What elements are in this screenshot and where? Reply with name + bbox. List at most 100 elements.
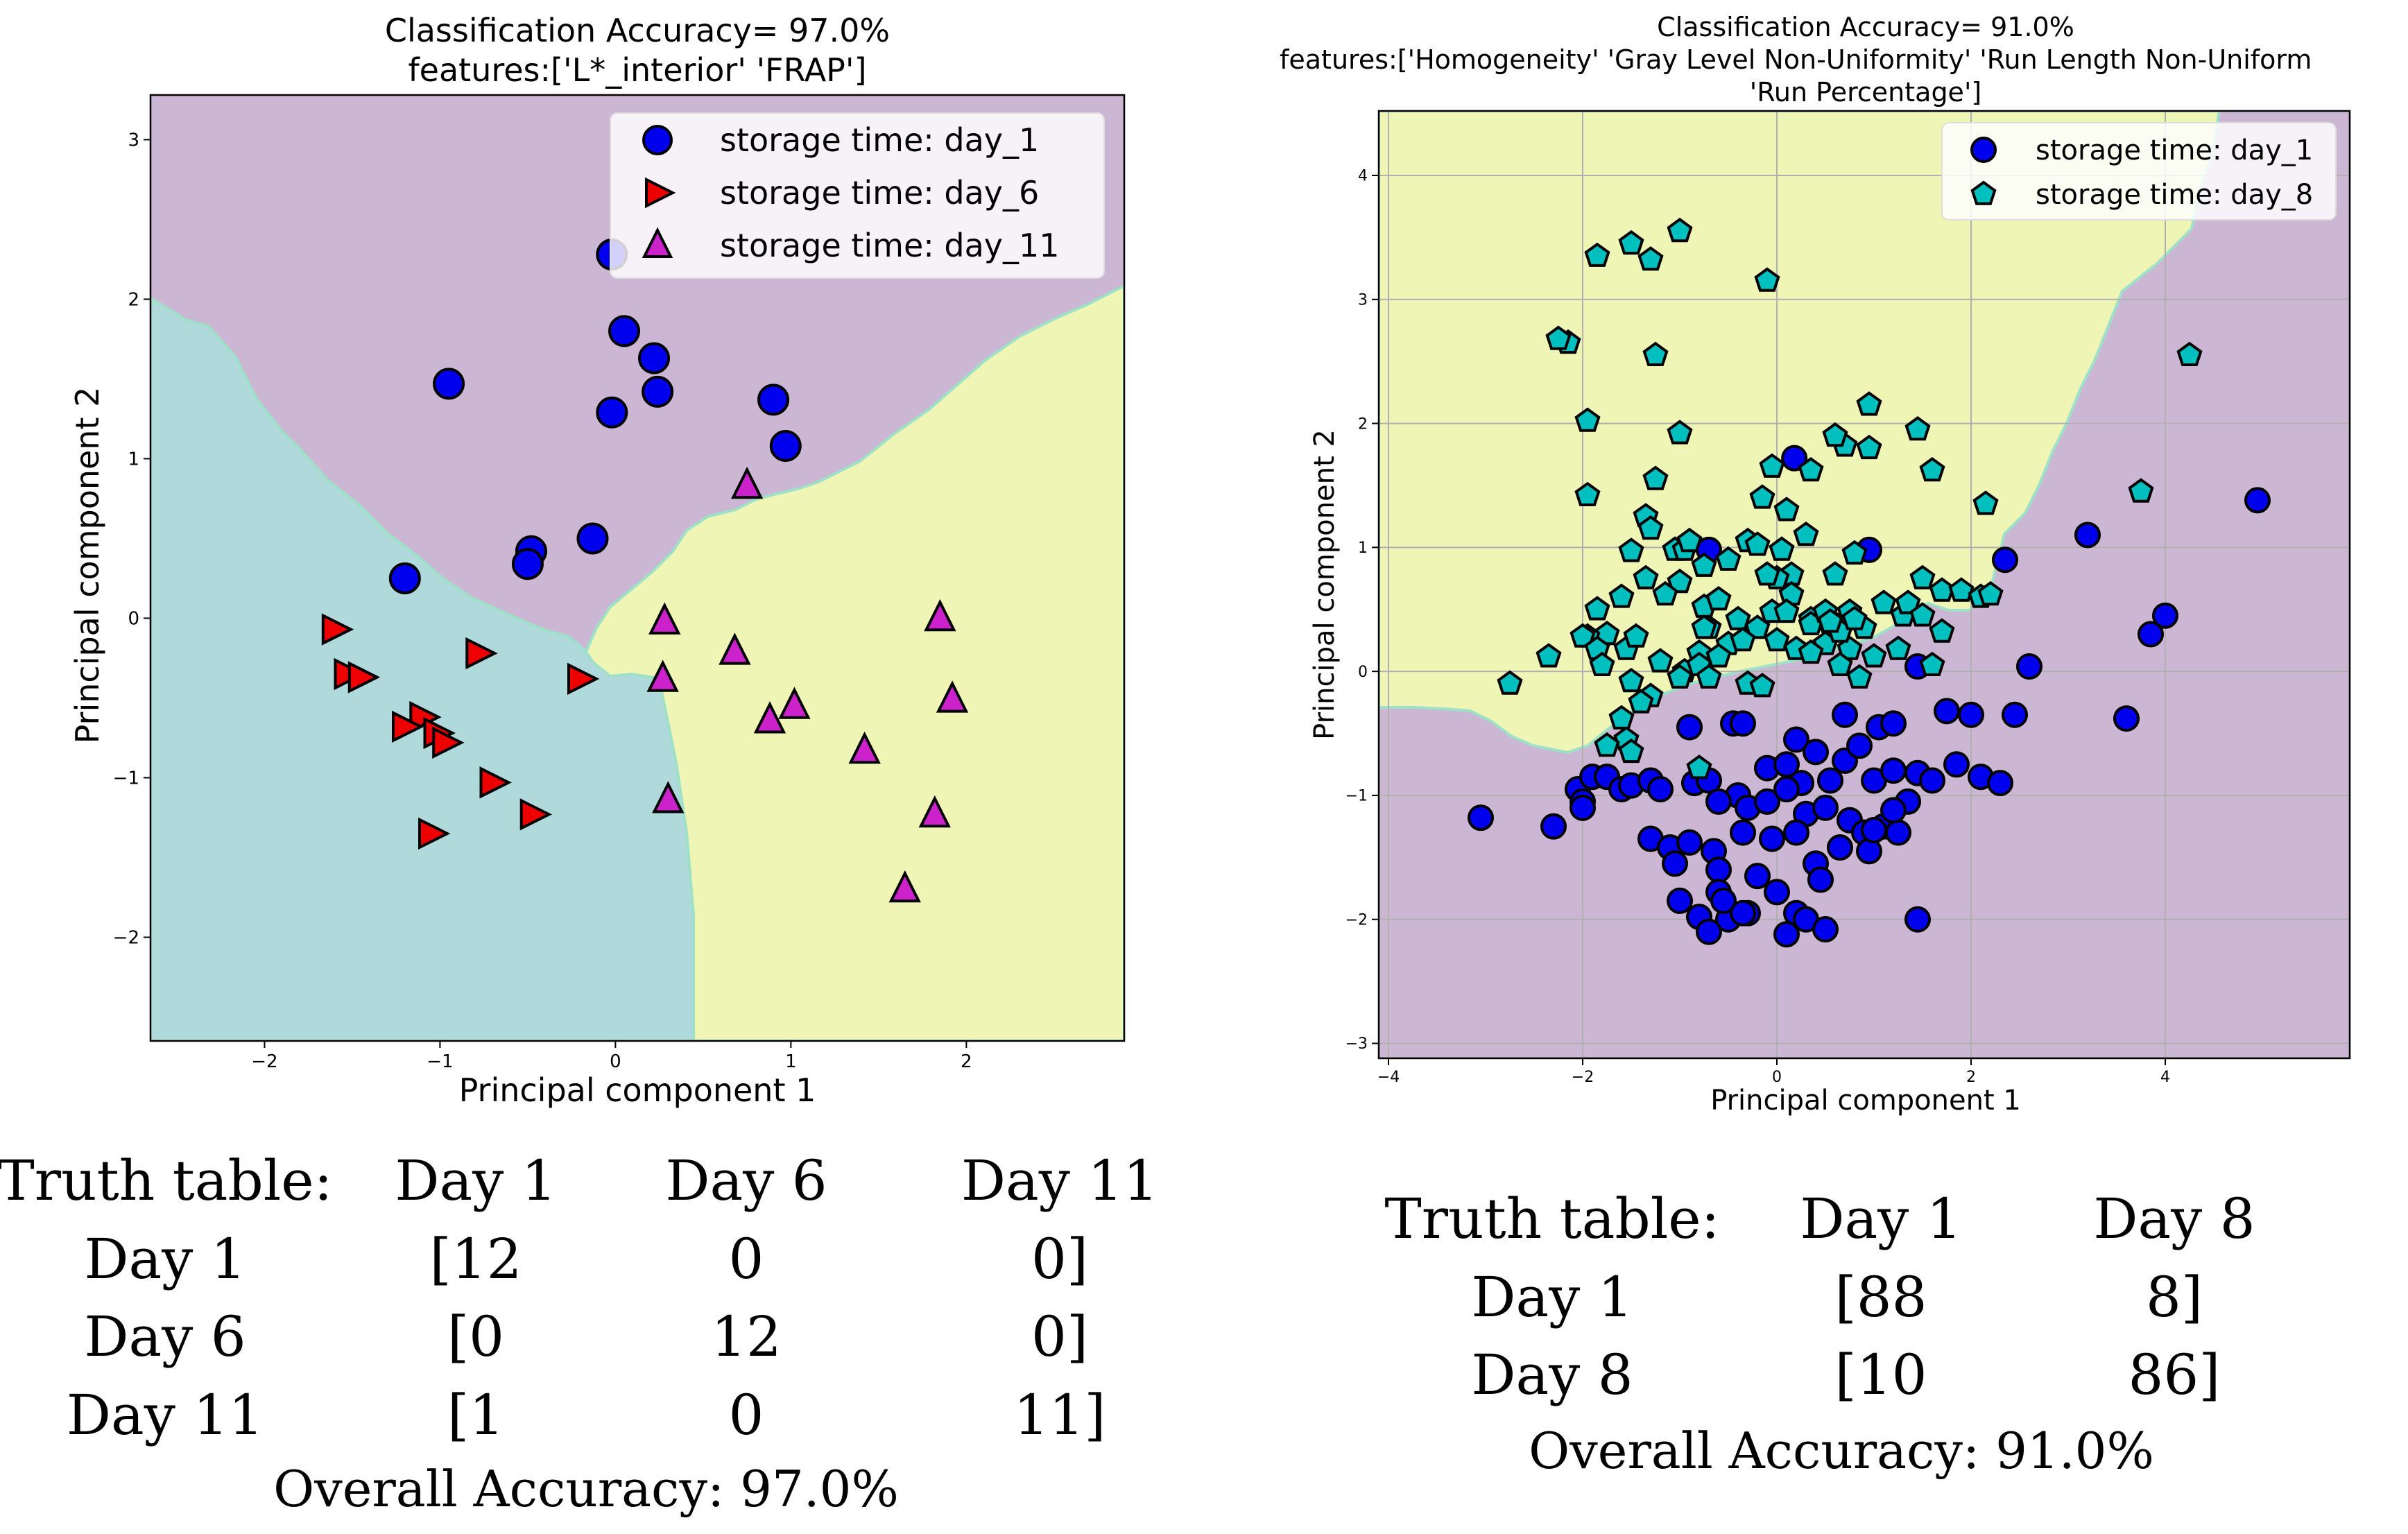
right-point-series-1: [1827, 834, 1853, 861]
right-x-tick-label: 0: [1772, 1069, 1782, 1086]
right-point-series-2: [1773, 598, 1800, 623]
right-point-series-1: [2016, 653, 2043, 680]
right-point-series-1: [1832, 701, 1858, 728]
right-point-series-2: [1749, 673, 1775, 698]
left-y-tick-label: −2: [113, 928, 139, 949]
right-legend-symbols: [1970, 137, 1997, 205]
right-point-series-2: [1584, 596, 1610, 621]
right-point-series-2: [1536, 643, 1562, 668]
right-point-series-2: [1846, 664, 1873, 689]
right-point-series-2: [1667, 420, 1693, 445]
left-point-series-3: [778, 687, 811, 719]
right-point-series-2: [1686, 755, 1712, 779]
left-point-series-1: [769, 430, 802, 463]
right-y-tick-label: 3: [1358, 291, 1368, 309]
right-point-series-1: [1781, 445, 1808, 472]
right-point-series-1: [1817, 767, 1843, 794]
left-legend-box: [610, 112, 1105, 279]
right-truth-row-day1: Day 1: [1471, 1265, 1633, 1329]
right-point-series-2: [1895, 589, 1921, 614]
right-chart: Classification Accuracy= 91.0% features:…: [1280, 12, 2351, 1117]
right-point-series-2: [1856, 434, 1882, 460]
right-point-series-1: [1807, 866, 1834, 893]
right-point-series-2: [1841, 540, 1868, 565]
right-point-series-2: [1841, 605, 1868, 630]
right-point-series-1: [1992, 546, 2018, 574]
right-point-series-2: [1584, 242, 1610, 267]
right-point-series-2: [1754, 267, 1780, 292]
left-chart-subtitle: features:['L*_interior' 'FRAP']: [408, 51, 866, 89]
left-point-series-2: [347, 661, 381, 693]
right-point-series-2: [1637, 246, 1664, 271]
right-truth-table-label: Truth table:: [1384, 1187, 1719, 1251]
right-point-series-1: [1710, 887, 1737, 914]
right-plot-frame: [1377, 110, 2351, 1060]
left-legend-label-day6: storage time: day_6: [720, 174, 1039, 212]
left-plot-frame: [149, 94, 1126, 1042]
right-point-series-1: [1754, 788, 1780, 815]
right-point-series-2: [1730, 627, 1756, 652]
right-point-series-2: [1817, 608, 1843, 633]
right-point-series-2: [1618, 738, 1644, 764]
right-axis-ticks: −4 −2 0 2 4 −3 −2 −1 0 1 2 3 4: [1345, 168, 2170, 1086]
right-point-series-1: [1667, 887, 1693, 914]
left-y-tick-label: −1: [113, 768, 139, 789]
right-y-tick-label: −2: [1345, 911, 1368, 929]
left-point-series-1: [511, 548, 544, 580]
right-point-series-2: [1885, 635, 1911, 660]
left-point-series-1: [433, 368, 465, 400]
right-point-series-1: [1676, 829, 1703, 856]
left-point-series-2: [392, 710, 424, 743]
left-legend-marker-3: [642, 227, 673, 258]
left-truth-col-day6: Day 6: [665, 1148, 827, 1213]
right-point-series-2: [2176, 341, 2203, 366]
right-point-series-1: [1856, 838, 1882, 865]
right-point-series-2: [1904, 416, 1931, 441]
right-point-series-2: [1929, 618, 1955, 643]
left-point-series-2: [418, 817, 451, 850]
right-point-series-2: [1972, 490, 1999, 515]
right-point-series-1: [1880, 797, 1907, 824]
right-point-series-2: [1652, 580, 1678, 606]
right-y-tick-label: 2: [1358, 415, 1368, 433]
left-truth-cell: [1: [447, 1383, 504, 1447]
right-point-series-2: [1725, 605, 1751, 630]
right-point-series-2: [1822, 422, 1848, 447]
right-point-series-1: [1759, 825, 1785, 852]
right-point-series-2: [1618, 668, 1644, 693]
right-point-series-1: [1662, 850, 1688, 877]
right-chart-subtitle-line2: 'Run Percentage']: [1750, 77, 1981, 107]
right-overall-accuracy: Overall Accuracy: 91.0%: [1529, 1422, 2154, 1480]
right-point-series-2: [1623, 623, 1649, 648]
right-y-tick-label: 0: [1358, 664, 1368, 681]
right-point-series-2: [1715, 546, 1742, 571]
right-point-series-1: [1943, 751, 1970, 778]
left-chart: Classification Accuracy= 97.0% features:…: [69, 12, 1126, 1109]
left-truth-col-day1: Day 1: [395, 1148, 556, 1213]
right-point-series-1: [2074, 522, 2101, 549]
right-point-series-2: [1574, 407, 1601, 432]
left-point-series-3: [848, 731, 881, 764]
right-point-series-2: [1827, 651, 1853, 676]
left-truth-row-day6: Day 6: [84, 1304, 246, 1369]
right-point-series-1: [1904, 906, 1931, 933]
left-truth-cell: 0: [729, 1227, 764, 1291]
left-x-tick-label: −2: [251, 1051, 277, 1072]
left-legend-symbols: [642, 125, 676, 258]
right-point-series-2: [1744, 531, 1771, 556]
right-point-series-2: [1667, 217, 1693, 243]
left-y-tick-label: 0: [128, 609, 139, 630]
right-point-series-2: [2128, 478, 2154, 503]
right-point-series-2: [1948, 577, 1975, 602]
left-truth-row-day1: Day 1: [84, 1227, 246, 1291]
left-point-series-3: [753, 701, 786, 734]
right-truth-cell: 8]: [2146, 1265, 2203, 1329]
left-truth-cell: [0: [447, 1304, 504, 1369]
left-point-series-3: [918, 795, 951, 828]
right-point-series-2: [1691, 614, 1717, 639]
right-point-series-1: [1803, 739, 1829, 766]
right-chart-subtitle: features:['Homogeneity' 'Gray Level Non-…: [1280, 44, 2312, 75]
right-point-series-1: [1468, 804, 1494, 831]
right-point-series-1: [1846, 732, 1873, 759]
